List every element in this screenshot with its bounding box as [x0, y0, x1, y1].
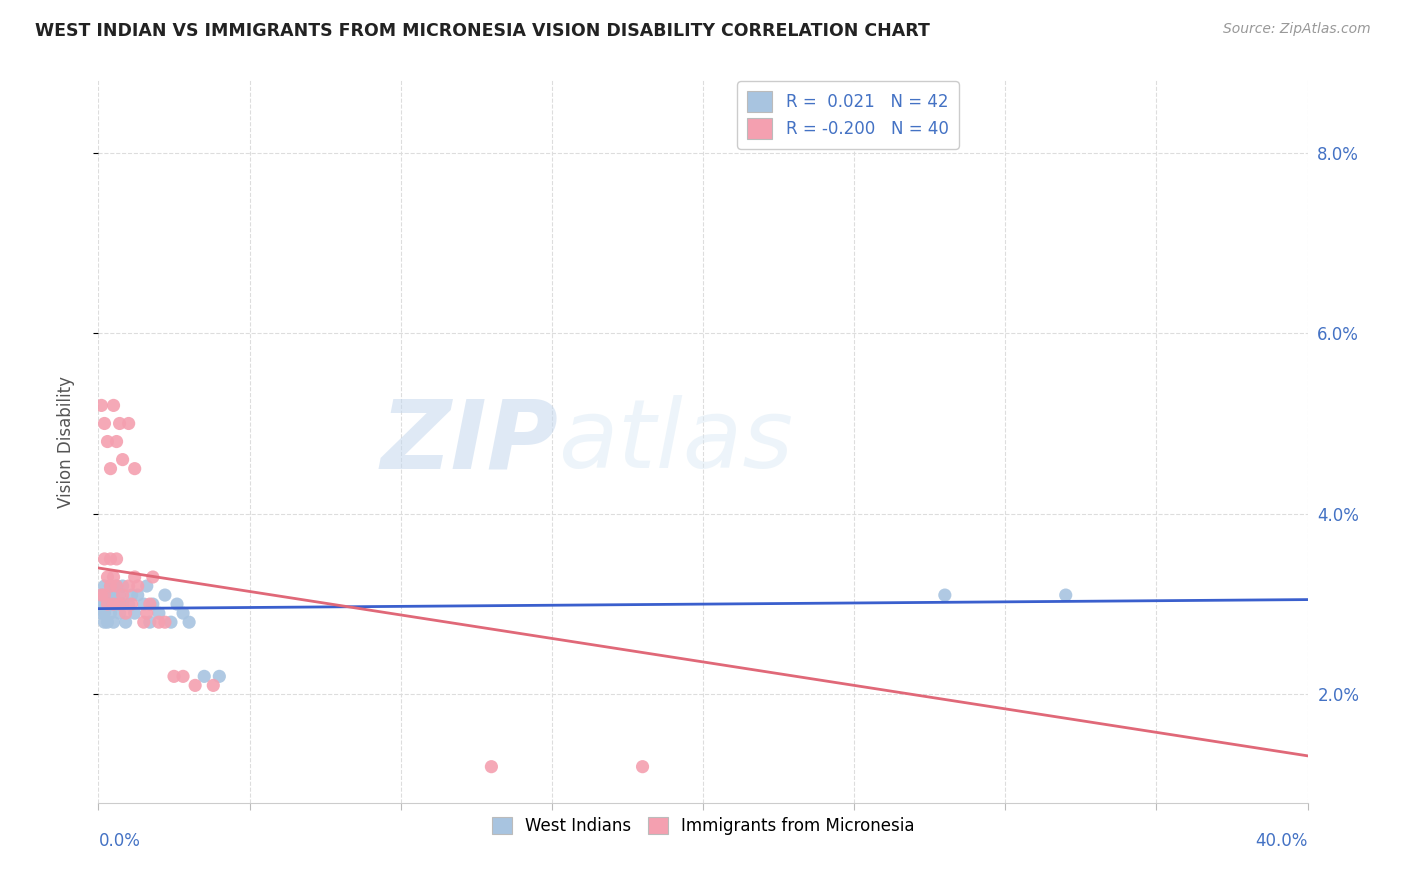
- Point: [96, 615, 118, 630]
- Point: [108, 606, 131, 620]
- Point: [142, 570, 165, 584]
- Point: [135, 606, 157, 620]
- Point: [132, 597, 155, 611]
- Point: [124, 570, 146, 584]
- Point: [118, 417, 141, 431]
- Point: [163, 669, 186, 683]
- Y-axis label: Vision Disability: Vision Disability: [56, 376, 75, 508]
- Point: [202, 678, 225, 692]
- Point: [96, 597, 118, 611]
- Point: [114, 606, 136, 620]
- Point: [184, 678, 207, 692]
- Point: [111, 588, 134, 602]
- Point: [90, 588, 112, 602]
- Point: [108, 588, 131, 602]
- Point: [934, 588, 956, 602]
- Point: [172, 606, 194, 620]
- Point: [105, 597, 128, 611]
- Point: [139, 597, 162, 611]
- Point: [90, 588, 112, 602]
- Point: [139, 615, 162, 630]
- Point: [93, 417, 115, 431]
- Text: Source: ZipAtlas.com: Source: ZipAtlas.com: [1223, 22, 1371, 37]
- Point: [114, 615, 136, 630]
- Point: [1054, 588, 1077, 602]
- Point: [160, 615, 183, 630]
- Point: [96, 570, 118, 584]
- Point: [93, 588, 115, 602]
- Point: [118, 597, 141, 611]
- Point: [100, 461, 122, 475]
- Point: [108, 417, 131, 431]
- Point: [166, 597, 188, 611]
- Point: [96, 597, 118, 611]
- Point: [93, 606, 115, 620]
- Point: [100, 552, 122, 566]
- Point: [90, 398, 112, 412]
- Text: WEST INDIAN VS IMMIGRANTS FROM MICRONESIA VISION DISABILITY CORRELATION CHART: WEST INDIAN VS IMMIGRANTS FROM MICRONESI…: [35, 22, 929, 40]
- Point: [132, 615, 155, 630]
- Point: [108, 597, 131, 611]
- Point: [111, 452, 134, 467]
- Point: [142, 597, 165, 611]
- Point: [481, 760, 503, 774]
- Point: [90, 597, 112, 611]
- Point: [96, 588, 118, 602]
- Point: [103, 570, 125, 584]
- Point: [193, 669, 215, 683]
- Text: atlas: atlas: [558, 395, 793, 488]
- Point: [105, 552, 128, 566]
- Point: [93, 615, 115, 630]
- Point: [103, 398, 125, 412]
- Point: [96, 434, 118, 449]
- Point: [153, 615, 176, 630]
- Point: [121, 597, 143, 611]
- Point: [93, 597, 115, 611]
- Point: [103, 597, 125, 611]
- Point: [121, 588, 143, 602]
- Point: [96, 588, 118, 602]
- Point: [111, 597, 134, 611]
- Point: [127, 588, 149, 602]
- Point: [172, 669, 194, 683]
- Point: [208, 669, 231, 683]
- Point: [105, 434, 128, 449]
- Point: [148, 606, 170, 620]
- Point: [103, 615, 125, 630]
- Point: [631, 760, 654, 774]
- Point: [100, 579, 122, 593]
- Point: [105, 579, 128, 593]
- Point: [127, 579, 149, 593]
- Point: [135, 579, 157, 593]
- Point: [111, 579, 134, 593]
- Point: [100, 579, 122, 593]
- Point: [100, 597, 122, 611]
- Point: [93, 552, 115, 566]
- Point: [100, 606, 122, 620]
- Text: 40.0%: 40.0%: [1256, 831, 1308, 850]
- Point: [105, 579, 128, 593]
- Text: ZIP: ZIP: [380, 395, 558, 488]
- Legend: West Indians, Immigrants from Micronesia: West Indians, Immigrants from Micronesia: [485, 810, 921, 841]
- Point: [103, 597, 125, 611]
- Point: [153, 588, 176, 602]
- Text: 0.0%: 0.0%: [98, 831, 141, 850]
- Point: [124, 461, 146, 475]
- Point: [179, 615, 201, 630]
- Point: [118, 579, 141, 593]
- Point: [90, 606, 112, 620]
- Point: [148, 615, 170, 630]
- Point: [93, 579, 115, 593]
- Point: [103, 588, 125, 602]
- Point: [124, 606, 146, 620]
